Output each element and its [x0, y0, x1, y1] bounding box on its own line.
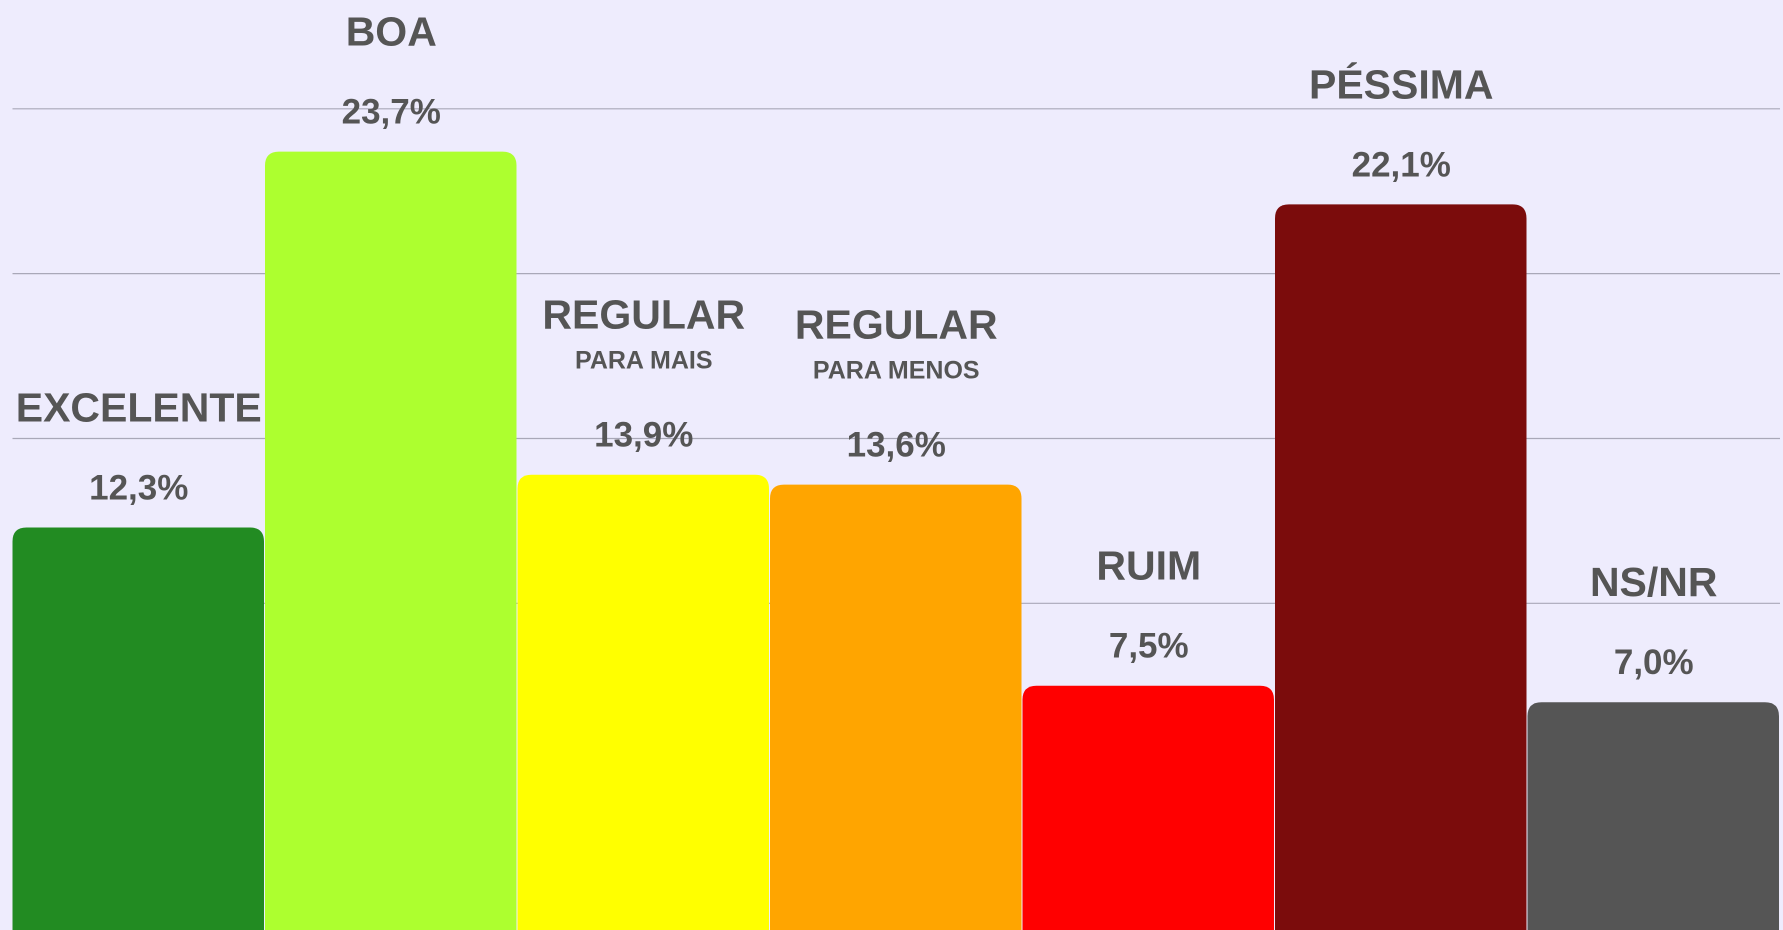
- bar: [1527, 702, 1779, 930]
- category-sublabel: PARA MAIS: [575, 347, 713, 375]
- category-label: PÉSSIMA: [1309, 61, 1494, 107]
- bar: [265, 151, 517, 930]
- value-label: 22,1%: [1352, 145, 1451, 184]
- category-label: NS/NR: [1590, 559, 1718, 605]
- category-sublabel: PARA MENOS: [813, 357, 980, 385]
- category-label: RUIM: [1096, 543, 1201, 589]
- value-label: 13,9%: [594, 416, 693, 455]
- bar: [1275, 204, 1527, 930]
- value-label: 7,0%: [1614, 643, 1694, 682]
- bar: [12, 527, 264, 930]
- category-label: REGULAR: [542, 292, 745, 338]
- category-label: BOA: [346, 9, 437, 55]
- value-label: 7,5%: [1109, 627, 1189, 666]
- category-label: EXCELENTE: [16, 384, 262, 430]
- value-label: 13,6%: [847, 426, 946, 465]
- category-label: REGULAR: [795, 302, 998, 348]
- bar: [517, 474, 769, 930]
- value-label: 12,3%: [89, 468, 188, 507]
- bar: [1022, 685, 1274, 930]
- bar: [770, 484, 1022, 930]
- value-label: 23,7%: [342, 93, 441, 132]
